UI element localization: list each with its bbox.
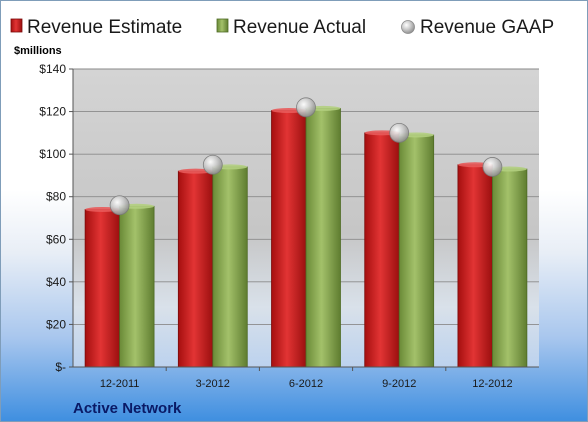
marker-revenue-gaap-6-2012 <box>296 97 316 118</box>
y-tick-label: $100 <box>39 147 66 161</box>
legend-swatch-revenue-actual <box>216 18 229 33</box>
bar-revenue-actual-9-2012 <box>398 134 435 368</box>
legend-swatch-revenue-gaap <box>401 20 415 34</box>
company-name: Active Network <box>73 400 182 417</box>
x-tick-label: 9-2012 <box>382 378 416 390</box>
bar-top-revenue-estimate-3-2012 <box>178 168 213 174</box>
bar-revenue-estimate-3-2012 <box>177 170 214 368</box>
legend: Revenue Estimate Revenue Actual Revenue … <box>10 17 554 38</box>
bar-revenue-actual-3-2012 <box>212 166 248 368</box>
marker-revenue-gaap-12-2011 <box>109 195 130 216</box>
x-axis-ticks: 12-2011 3-2012 6-2012 9-2012 12-2012 <box>100 367 513 390</box>
legend-swatch-revenue-estimate <box>10 18 23 33</box>
y-tick-label: $80 <box>46 190 66 204</box>
marker-revenue-gaap-9-2012 <box>389 122 410 143</box>
legend-label-revenue-actual: Revenue Actual <box>233 17 366 38</box>
x-tick-label: 6-2012 <box>289 378 323 390</box>
bar-revenue-estimate-6-2012 <box>271 110 307 368</box>
x-tick-label: 3-2012 <box>196 378 230 390</box>
bar-revenue-actual-12-2012 <box>491 168 528 368</box>
y-tick-label: $40 <box>46 275 66 289</box>
y-tick-label: $140 <box>39 62 66 76</box>
bar-revenue-actual-12-2011 <box>119 205 155 368</box>
bars <box>84 105 528 368</box>
marker-revenue-gaap-3-2012 <box>202 154 223 175</box>
bar-revenue-estimate-12-2012 <box>457 164 493 368</box>
y-axis-ticks: $- $20 $40 $60 $80 $100 $120 $140 <box>39 62 74 374</box>
x-tick-label: 12-2012 <box>472 378 512 390</box>
bar-revenue-actual-6-2012 <box>305 107 341 368</box>
y-tick-label: $- <box>55 360 66 374</box>
y-tick-label: $120 <box>39 105 66 119</box>
bar-revenue-estimate-9-2012 <box>364 132 400 368</box>
y-tick-label: $20 <box>46 317 66 331</box>
bar-revenue-estimate-12-2011 <box>84 209 120 368</box>
y-tick-label: $60 <box>46 232 66 246</box>
y-axis-unit-label: $millions <box>14 45 62 57</box>
legend-label-revenue-gaap: Revenue GAAP <box>420 17 554 38</box>
gaap-markers <box>109 97 503 216</box>
x-tick-label: 12-2011 <box>100 378 140 390</box>
marker-revenue-gaap-12-2012 <box>482 157 503 177</box>
legend-label-revenue-estimate: Revenue Estimate <box>27 17 182 38</box>
